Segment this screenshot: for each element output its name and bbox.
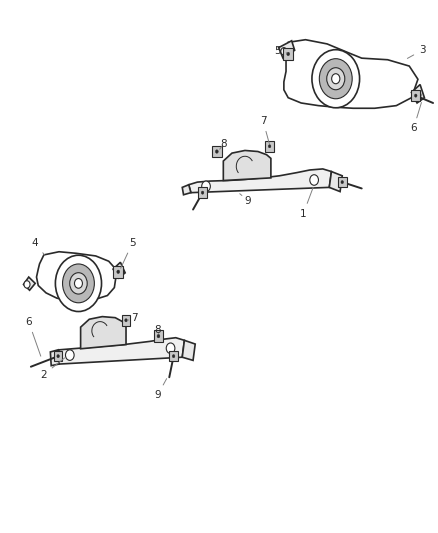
Text: 3: 3 — [407, 45, 426, 59]
Circle shape — [125, 319, 127, 322]
Circle shape — [268, 144, 271, 148]
Circle shape — [415, 91, 421, 99]
Bar — [411, 90, 420, 101]
Text: 5: 5 — [274, 46, 287, 56]
Circle shape — [166, 343, 175, 353]
Circle shape — [157, 334, 160, 338]
Bar — [54, 351, 63, 361]
Bar — [283, 48, 293, 60]
Bar — [169, 351, 178, 361]
Text: 7: 7 — [260, 116, 269, 143]
Circle shape — [55, 255, 102, 311]
Circle shape — [63, 264, 94, 303]
Circle shape — [327, 68, 345, 90]
Bar — [113, 266, 123, 278]
Polygon shape — [81, 317, 126, 349]
Polygon shape — [223, 150, 271, 181]
Polygon shape — [279, 41, 295, 58]
Circle shape — [281, 47, 287, 55]
Circle shape — [74, 279, 82, 288]
Text: 6: 6 — [25, 317, 41, 356]
Text: 5: 5 — [121, 238, 136, 268]
Circle shape — [414, 94, 417, 97]
Text: 8: 8 — [154, 325, 161, 335]
Circle shape — [70, 273, 87, 294]
Bar — [198, 188, 207, 198]
Circle shape — [57, 354, 60, 358]
Bar — [154, 330, 163, 342]
Circle shape — [66, 350, 74, 360]
Circle shape — [117, 270, 120, 273]
Circle shape — [319, 59, 352, 99]
Text: 2: 2 — [41, 358, 65, 379]
Bar — [122, 315, 131, 326]
Circle shape — [341, 181, 343, 184]
Polygon shape — [50, 350, 59, 366]
Circle shape — [215, 150, 218, 154]
Text: 8: 8 — [220, 139, 226, 149]
Polygon shape — [58, 338, 184, 364]
Polygon shape — [182, 341, 195, 360]
Polygon shape — [182, 185, 191, 195]
Text: 7: 7 — [127, 313, 138, 323]
Circle shape — [202, 181, 210, 191]
Polygon shape — [24, 277, 35, 290]
Circle shape — [24, 281, 30, 288]
Text: 9: 9 — [154, 378, 166, 400]
Text: 1: 1 — [300, 188, 313, 219]
Text: 9: 9 — [240, 193, 251, 206]
Polygon shape — [411, 85, 424, 103]
Polygon shape — [36, 252, 116, 301]
Polygon shape — [189, 169, 332, 192]
Bar — [265, 141, 274, 151]
Bar — [212, 146, 222, 157]
Text: 6: 6 — [410, 102, 421, 133]
Circle shape — [312, 50, 360, 108]
Circle shape — [116, 267, 122, 274]
Polygon shape — [329, 172, 342, 191]
Circle shape — [201, 191, 204, 194]
Circle shape — [332, 74, 340, 84]
Circle shape — [310, 175, 318, 185]
Text: 4: 4 — [32, 238, 44, 255]
Circle shape — [172, 354, 175, 358]
Polygon shape — [113, 262, 125, 278]
Polygon shape — [284, 39, 418, 108]
Circle shape — [287, 52, 290, 55]
Bar — [338, 177, 346, 188]
